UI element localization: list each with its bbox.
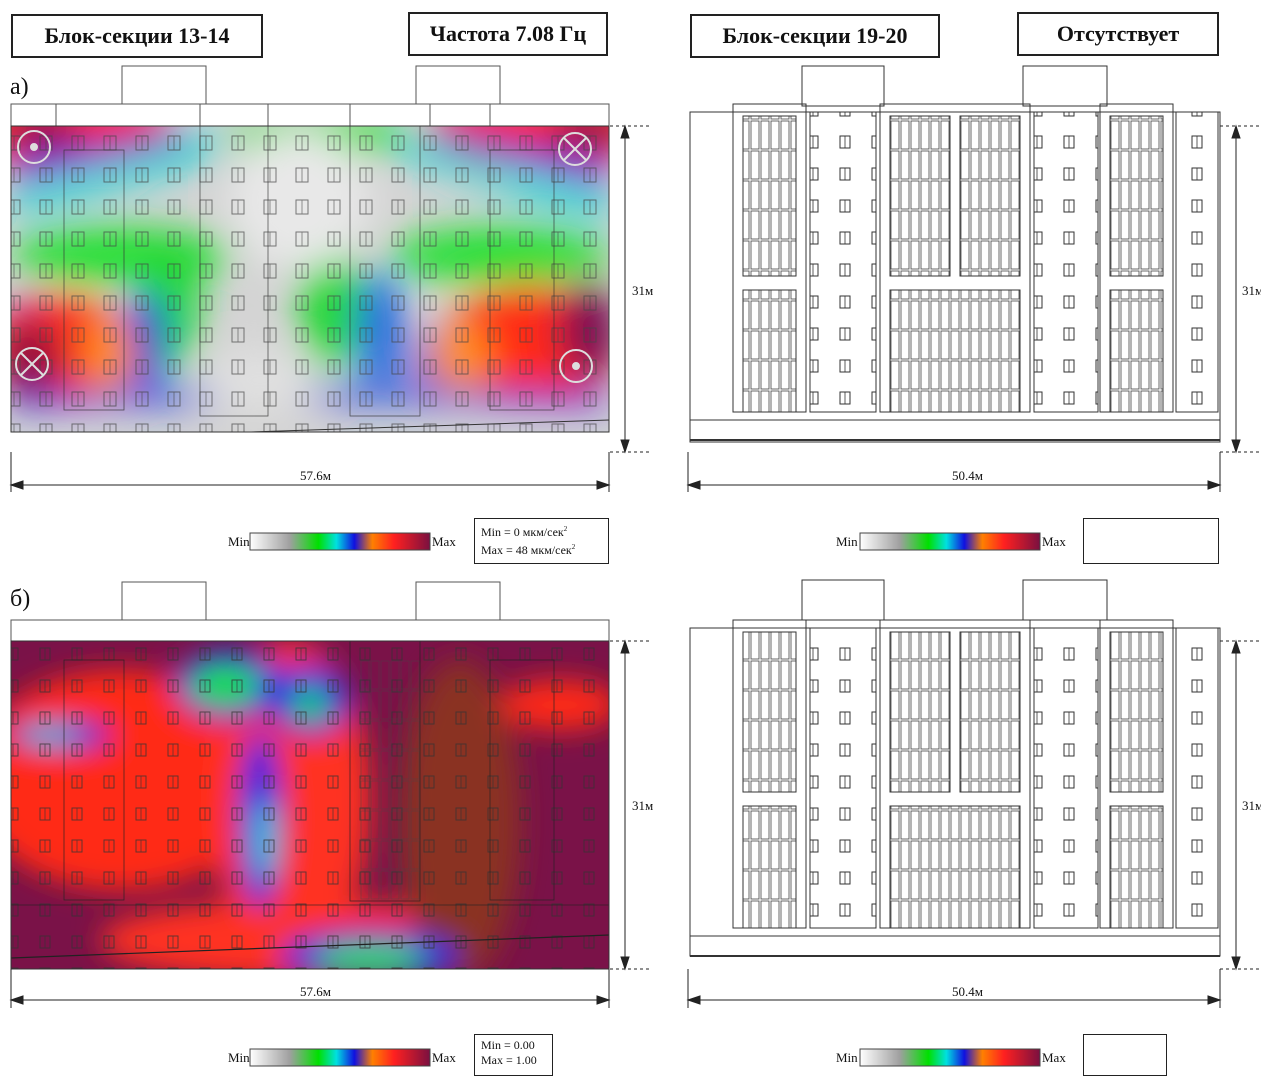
- scale-a-min-sup: 2: [563, 525, 568, 533]
- marker-bottom-left: [15, 347, 49, 381]
- dim-left-width-b: 57.6м: [300, 984, 331, 999]
- heatmap-a: [11, 126, 609, 432]
- scale-b-max: Max = 1.00: [481, 1053, 537, 1067]
- dim-right-height-a: 31м: [1242, 283, 1261, 298]
- legend-bar-c: [859, 532, 1041, 551]
- scale-box-a: Min = 0 мкм/сек2 Max = 48 мкм/сек2: [474, 518, 609, 564]
- dim-lines-a: [9, 124, 650, 492]
- legend-bar-d: [859, 1048, 1041, 1067]
- marker-top-left: [17, 130, 51, 164]
- right-section-title: Блок-секции 19-20: [690, 14, 940, 58]
- scale-a-max: Max = 48 мкм/сек: [481, 543, 572, 557]
- marker-bottom-right: [559, 349, 593, 383]
- heatmap-b: [11, 641, 609, 969]
- scale-a-min: Min = 0 мкм/сек: [481, 525, 564, 539]
- marker-top-right: [558, 132, 592, 166]
- right-status-title: Отсутствует: [1017, 12, 1219, 56]
- panel-b-label: б): [10, 586, 31, 612]
- legend-min-a: Min: [228, 534, 250, 549]
- scale-box-d: [1083, 1034, 1167, 1076]
- legend-bar-a: [249, 532, 431, 551]
- dim-left-height-a: 31м: [632, 283, 654, 298]
- legend-max-d: Max: [1042, 1050, 1066, 1065]
- legend-bar-b: [249, 1048, 431, 1067]
- dim-lines-d: [686, 639, 1261, 1008]
- right-building-top: [689, 65, 1221, 443]
- dim-right-width-a: 50.4м: [952, 468, 983, 483]
- dim-lines-b: [9, 639, 650, 1008]
- scale-a-max-sup: 2: [571, 543, 576, 551]
- scale-box-c: [1083, 518, 1219, 564]
- dim-left-height-b: 31м: [632, 798, 654, 813]
- dim-right-width-b: 50.4м: [952, 984, 983, 999]
- scale-box-b: Min = 0.00 Max = 1.00: [474, 1034, 553, 1076]
- left-top-building-roof: [10, 65, 610, 127]
- dim-left-width-a: 57.6м: [300, 468, 331, 483]
- left-section-title: Блок-секции 13-14: [11, 14, 263, 58]
- dim-right-height-b: 31м: [1242, 798, 1261, 813]
- scale-b-min: Min = 0.00: [481, 1038, 535, 1052]
- legend-min-b: Min: [228, 1050, 250, 1065]
- legend-max-a: Max: [432, 534, 456, 549]
- frequency-title: Частота 7.08 Гц: [408, 12, 608, 56]
- legend-min-d: Min: [836, 1050, 858, 1065]
- legend-max-b: Max: [432, 1050, 456, 1065]
- right-building-bottom: [689, 579, 1221, 957]
- panel-a-label: а): [10, 74, 29, 100]
- dim-lines-c: [686, 124, 1261, 492]
- legend-min-c: Min: [836, 534, 858, 549]
- legend-max-c: Max: [1042, 534, 1066, 549]
